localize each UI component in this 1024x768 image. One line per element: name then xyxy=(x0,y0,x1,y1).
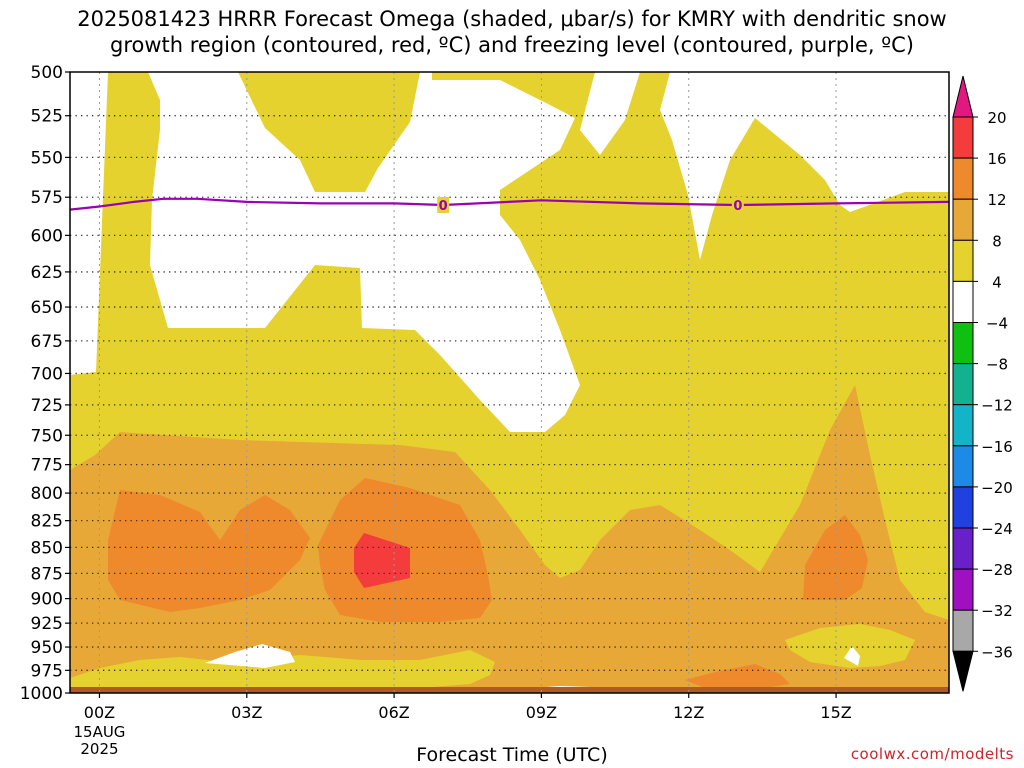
y-tick-label: 875 xyxy=(31,564,63,584)
colorbar-label: 12 xyxy=(987,191,1006,209)
y-tick-label: 775 xyxy=(31,456,63,476)
colorbar-bin xyxy=(952,527,974,570)
omega-white-region xyxy=(844,646,860,666)
y-tick-label: 900 xyxy=(31,590,63,610)
watermark: coolwx.com/modelts xyxy=(850,745,1014,763)
colorbar-label: 16 xyxy=(987,150,1006,168)
colorbar-label: −36 xyxy=(981,643,1013,661)
chart-title-line1: 2025081423 HRRR Forecast Omega (shaded, … xyxy=(77,7,947,31)
y-tick-label: 500 xyxy=(31,63,63,83)
colorbar-bin xyxy=(952,280,974,323)
colorbar-bin xyxy=(952,486,974,529)
y-tick-label: 1000 xyxy=(20,684,63,704)
colorbar-label: −8 xyxy=(986,356,1008,374)
grid-layer xyxy=(70,72,949,693)
omega-white-region xyxy=(580,72,640,155)
colorbar-bin xyxy=(952,75,974,118)
colorbar-bin xyxy=(952,157,974,200)
colorbar-bin xyxy=(952,404,974,447)
colorbar-bin xyxy=(952,650,974,692)
y-tick-label: 525 xyxy=(31,107,63,127)
colorbar-label: −20 xyxy=(981,479,1013,497)
colorbar-label: −12 xyxy=(981,397,1013,415)
colorbar-label: 4 xyxy=(992,273,1002,291)
colorbar-bin xyxy=(952,363,974,406)
omega-bin-12-16 xyxy=(803,515,868,600)
colorbar-label: −28 xyxy=(981,561,1013,579)
y-tick-label: 625 xyxy=(31,263,63,283)
plot-frame xyxy=(69,71,950,694)
y-tick-label: 550 xyxy=(31,148,63,168)
y-tick-label: 600 xyxy=(31,226,63,246)
colorbar-label: −4 xyxy=(986,315,1008,333)
omega-white-region xyxy=(70,72,108,375)
colorbar-bin xyxy=(952,609,974,652)
x-axis-label: Forecast Time (UTC) xyxy=(416,744,608,766)
y-tick-label: 700 xyxy=(31,364,63,384)
freezing-level-label: 0 xyxy=(733,199,742,214)
y-tick-label: 750 xyxy=(31,426,63,446)
y-tick-label: 825 xyxy=(31,512,63,532)
omega-white-region xyxy=(205,644,295,668)
surface-band xyxy=(70,687,949,693)
chart-title-line2: growth region (contoured, red, ºC) and f… xyxy=(110,33,914,57)
colorbar-label: −24 xyxy=(981,520,1013,538)
y-tick-label: 725 xyxy=(31,396,63,416)
freezing-level-label-bg xyxy=(731,196,744,213)
x-date-label: 2025 xyxy=(80,740,118,758)
x-tick-label: 15Z xyxy=(820,703,851,722)
y-tick-label: 975 xyxy=(31,661,63,681)
y-tick-label: 925 xyxy=(31,614,63,634)
y-tick-label: 650 xyxy=(31,298,63,318)
x-tick-label: 00Z xyxy=(84,703,115,722)
omega-shading-layer xyxy=(70,72,949,693)
colorbar: 20 16 12 8 4 −4 −8 −12 −16 −20 −24 −28 −32 −36 xyxy=(952,75,1013,692)
y-tick-label: 800 xyxy=(31,484,63,504)
colorbar-label: −32 xyxy=(981,602,1013,620)
x-date-label: 15AUG xyxy=(73,723,125,741)
y-tick-label: 950 xyxy=(31,638,63,658)
colorbar-label: 8 xyxy=(992,232,1002,250)
colorbar-bin xyxy=(952,322,974,365)
y-tick-label: 575 xyxy=(31,188,63,208)
y-tick-label: 675 xyxy=(31,332,63,352)
x-tick-label: 12Z xyxy=(673,703,704,722)
colorbar-bin xyxy=(952,445,974,488)
omega-white-region xyxy=(660,72,949,260)
freezing-level-label: 0 xyxy=(439,199,448,214)
colorbar-bin xyxy=(952,116,974,159)
axis-layer: 500 525 550 575 600 625 650 675 700 725 750 775 800 8… xyxy=(20,63,950,758)
colorbar-label: −16 xyxy=(981,438,1013,456)
colorbar-bin xyxy=(952,239,974,282)
omega-white-region xyxy=(148,72,580,432)
omega-bin-4-8 xyxy=(785,624,915,668)
x-tick-label: 06Z xyxy=(378,703,409,722)
freezing-level-label-bg xyxy=(437,196,450,213)
colorbar-bin xyxy=(952,568,974,611)
x-tick-label: 09Z xyxy=(526,703,557,722)
x-tick-label: 03Z xyxy=(231,703,262,722)
y-tick-label: 850 xyxy=(31,538,63,558)
freezing-level-contour xyxy=(69,197,950,211)
colorbar-bin xyxy=(952,198,974,241)
colorbar-label: 20 xyxy=(987,109,1006,127)
omega-bin-8-12 xyxy=(70,385,949,693)
omega-bin-4-8 xyxy=(70,650,495,693)
